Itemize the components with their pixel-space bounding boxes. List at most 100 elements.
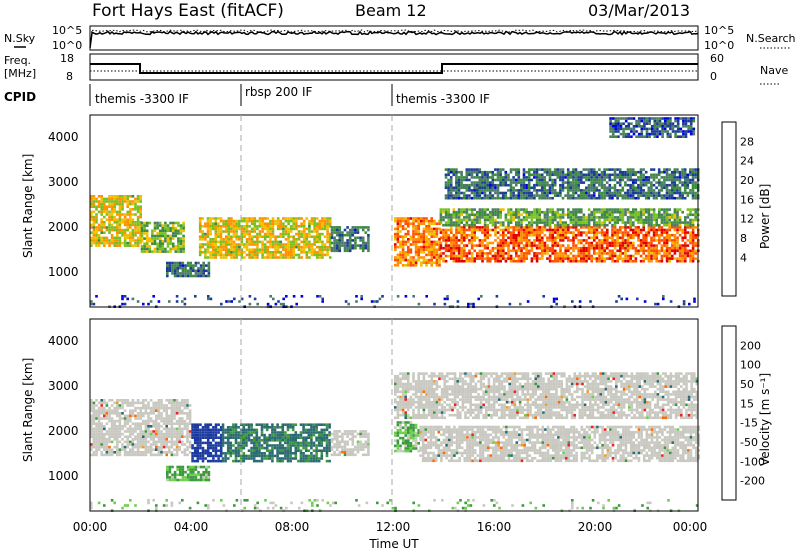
power-cell [359,246,362,250]
velocity-cell [100,453,103,457]
power-cell [572,196,575,200]
power-cell [266,232,270,236]
power-cell [425,227,428,231]
velocity-cell [152,404,155,407]
power-cell [95,241,98,245]
power-cell [670,186,674,190]
power-cell [457,176,461,179]
power-cell [694,173,697,177]
power-cell [328,232,332,236]
power-cell [603,196,606,200]
power-cell [637,196,640,200]
power-cell [271,251,275,254]
power-cell [315,230,319,233]
power-cell [574,189,578,192]
power-cell [551,189,554,192]
power-cell [444,233,448,237]
power-cell [609,125,612,128]
power-cell [90,197,93,201]
power-cell [308,219,311,223]
power-cell [483,191,487,195]
power-cell [90,210,93,214]
power-cell [541,254,544,258]
velocity-cell [113,422,116,425]
power-cell [574,223,578,227]
power-cell [509,226,513,229]
power-cell [465,252,469,255]
power-cell [496,183,500,187]
velocity-cell [97,412,101,415]
velocity-cell [136,406,140,410]
velocity-cell [92,409,96,412]
power-cell [590,178,593,182]
power-cell [585,194,588,197]
power-cell [590,176,593,179]
power-cell [658,122,662,125]
power-cell [439,216,443,219]
power-cell [517,223,521,227]
power-cell [409,222,413,225]
velocity-cell [152,422,155,425]
power-cell [541,236,544,240]
power-cell [541,218,544,222]
power-cell [631,196,635,200]
power-cell [613,194,617,197]
power-cell [520,241,523,245]
power-cell [515,228,518,232]
power-cell [652,191,656,195]
power-cell [676,183,679,187]
power-cell [681,252,684,255]
power-cell [660,244,664,247]
power-cell [269,256,272,259]
power-cell [608,196,612,200]
velocity-cell [95,453,98,457]
power-cell [396,256,400,259]
power-cell [198,251,202,254]
power-cell [608,183,612,187]
power-cell [457,210,461,214]
power-cell [509,210,513,214]
power-cell [455,191,458,195]
power-cell [624,223,627,227]
power-cell [509,170,513,174]
power-cell [525,254,528,258]
power-cell [465,178,469,182]
power-cell [619,244,622,247]
power-cell [302,240,306,244]
power-cell [486,218,489,222]
power-cell [590,231,593,234]
power-cell [134,200,137,203]
power-cell [569,252,573,255]
power-cell [417,222,420,225]
power-cell [598,221,601,224]
power-cell [585,252,588,255]
power-cell [564,233,567,237]
power-cell [361,226,365,229]
power-cell [230,256,233,259]
power-cell [279,245,283,249]
power-cell [525,218,528,222]
power-cell [108,200,111,203]
power-cell [287,256,290,259]
power-cell [639,231,643,234]
power-cell [343,244,347,247]
power-cell [422,227,426,231]
power-cell [126,297,129,301]
power-cell [460,181,463,184]
velocity-cell [149,409,153,412]
power-cell [153,250,157,253]
power-cell [261,219,264,223]
power-cell [483,170,487,174]
power-cell [504,170,508,174]
power-cell [136,231,140,234]
power-cell [645,231,648,234]
power-cell [655,191,658,195]
power-cell [243,256,246,259]
power-cell [209,253,212,257]
velocity-cell [126,445,129,449]
power-cell [282,232,285,236]
power-cell [333,228,336,232]
power-cell [164,232,167,235]
power-cell [689,236,692,240]
power-cell [567,254,570,258]
